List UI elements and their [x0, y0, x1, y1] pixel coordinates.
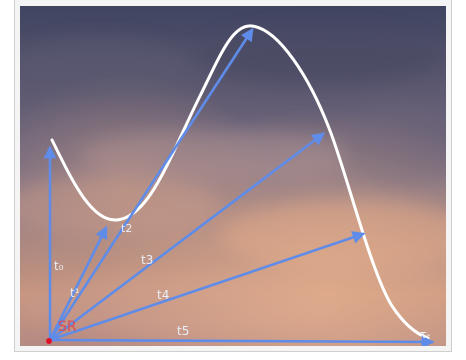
- label-t4: t4: [157, 288, 169, 302]
- label-t5: t5: [177, 324, 189, 338]
- origin-point: [46, 338, 52, 344]
- label-t2: t2: [121, 222, 132, 235]
- arrows: [43, 27, 435, 346]
- arrow-t5: [48, 335, 435, 346]
- arrow-t1: [48, 225, 108, 342]
- diagram-canvas: SR t₀ t¹ t2 t3 t4 t5 τ-: [20, 6, 446, 346]
- arrow-t3: [48, 132, 326, 342]
- label-end: τ-: [420, 328, 431, 341]
- trajectory-curve: [50, 24, 430, 340]
- label-t3: t3: [141, 253, 153, 267]
- label-t0: t₀: [54, 259, 64, 273]
- arrow-peak: [48, 27, 254, 342]
- label-origin: SR: [58, 319, 77, 335]
- label-t1: t¹: [70, 286, 80, 300]
- arrow-t4: [48, 231, 366, 342]
